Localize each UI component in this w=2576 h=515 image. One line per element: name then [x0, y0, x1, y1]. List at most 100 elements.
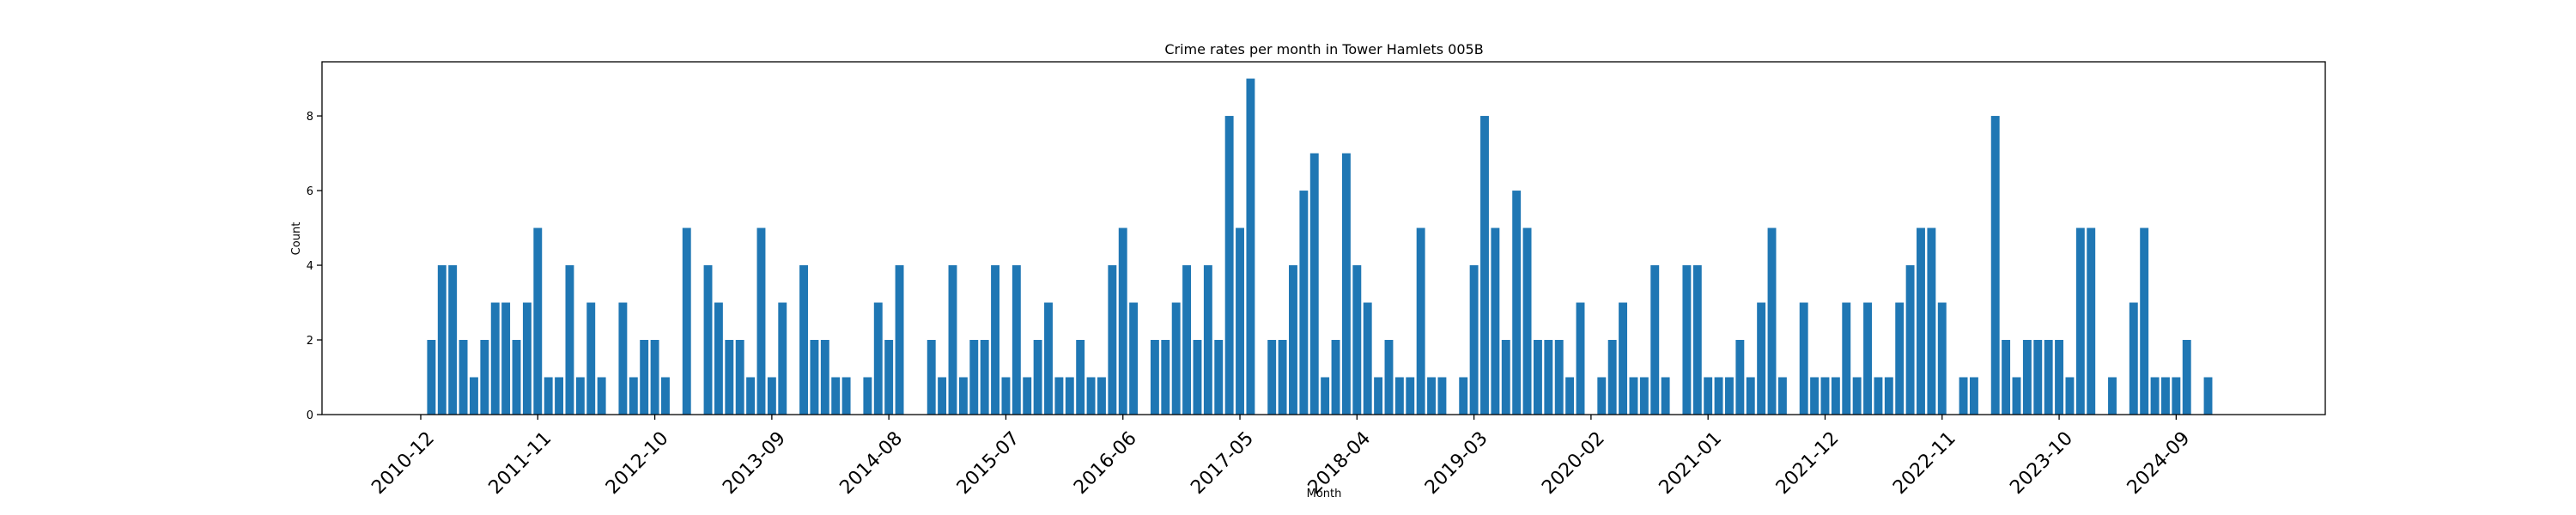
bar — [1097, 377, 1106, 415]
bar — [1990, 116, 2000, 415]
bar — [1012, 265, 1021, 415]
bar — [1820, 377, 1830, 415]
bar — [2055, 340, 2064, 415]
x-tick-label: 2019-03 — [1421, 427, 1492, 499]
bar — [1289, 265, 1297, 415]
bar — [703, 265, 713, 415]
bar — [2108, 377, 2117, 415]
bar — [533, 227, 543, 415]
bar — [969, 340, 979, 415]
bar — [1086, 377, 1096, 415]
bar — [1639, 377, 1649, 415]
bar — [1895, 302, 1905, 415]
bar — [1714, 377, 1723, 415]
x-tick-label: 2024-09 — [2123, 427, 2195, 499]
bars-group — [427, 78, 2213, 415]
bar — [2044, 340, 2053, 415]
bar — [1544, 340, 1553, 415]
bar — [629, 377, 638, 415]
bar — [1884, 377, 1893, 415]
bar — [2033, 340, 2043, 415]
bar — [1874, 377, 1883, 415]
bar — [1236, 227, 1244, 415]
bar — [640, 340, 649, 415]
bar — [1044, 302, 1053, 415]
bar — [1576, 302, 1585, 415]
bar — [810, 340, 819, 415]
bar — [725, 340, 734, 415]
bar — [1810, 377, 1820, 415]
bar — [1650, 265, 1660, 415]
bar — [2203, 377, 2213, 415]
plot-frame — [321, 61, 2326, 415]
x-tick-label: 2014-08 — [835, 427, 907, 499]
bar — [948, 265, 957, 415]
bar — [1831, 377, 1840, 415]
bar — [1533, 340, 1542, 415]
bar — [1565, 377, 1575, 415]
bar — [714, 302, 723, 415]
bar — [597, 377, 606, 415]
bar — [820, 340, 829, 415]
bar — [1118, 227, 1127, 415]
bar — [938, 377, 947, 415]
x-tick-label: 2016-06 — [1070, 427, 1141, 499]
bar — [778, 302, 787, 415]
bar — [1129, 302, 1139, 415]
x-tick-label: 2023-10 — [2006, 427, 2077, 499]
x-axis: 2010-12 2011-11 2012-10 2013-09 2014-08 2015-… — [368, 415, 2194, 499]
bar — [1501, 340, 1510, 415]
bar — [1905, 265, 1915, 415]
x-tick-label: 2013-09 — [719, 427, 790, 499]
bar — [1917, 227, 1925, 415]
x-tick-label: 2010-12 — [368, 427, 439, 499]
y-tick-label: 8 — [307, 111, 313, 124]
bar — [735, 340, 744, 415]
bar — [991, 265, 1000, 415]
x-tick-label: 2021-12 — [1772, 427, 1844, 499]
y-tick-label: 2 — [307, 335, 313, 348]
bar — [895, 265, 904, 415]
bar — [1033, 340, 1042, 415]
bar — [512, 340, 521, 415]
bar — [459, 340, 468, 415]
bar — [1406, 377, 1415, 415]
bar — [2161, 377, 2170, 415]
bar — [1863, 302, 1872, 415]
bar — [2129, 302, 2138, 415]
x-tick-label: 2021-01 — [1656, 427, 1727, 499]
bar — [1341, 153, 1351, 415]
bar — [565, 265, 574, 415]
x-tick-label: 2020-02 — [1538, 427, 1609, 499]
bar — [1607, 340, 1617, 415]
bar — [2140, 227, 2149, 415]
bar — [927, 340, 936, 415]
bar — [756, 227, 766, 415]
bar — [650, 340, 659, 415]
bar — [1777, 377, 1787, 415]
bar — [1459, 377, 1468, 415]
bar — [1076, 340, 1085, 415]
x-tick-label: 2017-05 — [1187, 427, 1258, 499]
bar — [1384, 340, 1394, 415]
bar — [1161, 340, 1170, 415]
bar — [522, 302, 532, 415]
bar — [1491, 227, 1500, 415]
bar — [586, 302, 596, 415]
bar — [1522, 227, 1532, 415]
bar — [1682, 265, 1692, 415]
y-tick-label: 4 — [307, 260, 313, 273]
bar — [1224, 116, 1234, 415]
bar — [555, 377, 564, 415]
y-tick-label: 0 — [307, 409, 313, 422]
y-tick-label: 6 — [307, 185, 313, 198]
bar — [1267, 340, 1277, 415]
x-axis-label: Month — [1307, 488, 1342, 500]
bar — [1937, 302, 1947, 415]
bar — [1799, 302, 1808, 415]
bar — [1746, 377, 1755, 415]
bar — [1757, 302, 1766, 415]
bar — [884, 340, 894, 415]
bar — [490, 302, 500, 415]
bar — [1171, 302, 1181, 415]
